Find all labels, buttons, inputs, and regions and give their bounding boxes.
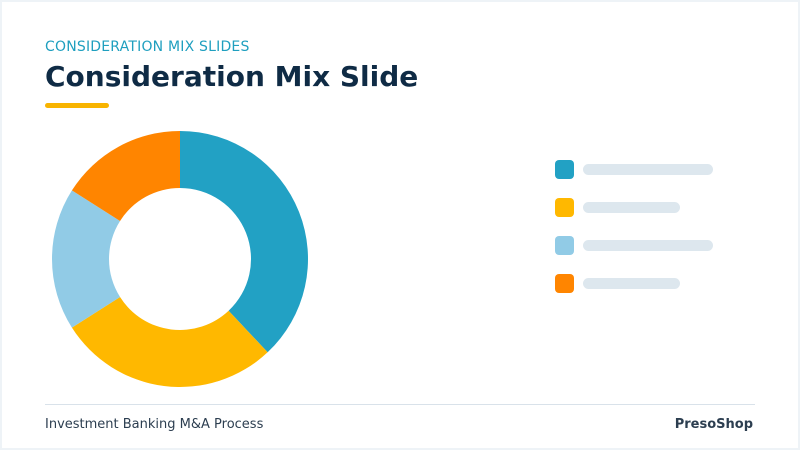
donut-slice-2 <box>71 297 268 387</box>
brand-name: PresoShop <box>674 417 753 432</box>
legend-label-placeholder-4 <box>583 278 680 289</box>
legend-swatch-3 <box>555 236 574 255</box>
slide-kicker: CONSIDERATION MIX SLIDES <box>45 39 250 55</box>
footer-text: Investment Banking M&A Process <box>45 417 264 432</box>
legend-swatch-1 <box>555 160 574 179</box>
title-underline <box>45 103 109 108</box>
donut-slice-3 <box>52 190 121 328</box>
legend-label-placeholder-3 <box>583 240 713 251</box>
donut-slice-4 <box>71 131 180 221</box>
footer-divider <box>45 404 755 405</box>
legend-label-placeholder-2 <box>583 202 680 213</box>
legend-swatch-4 <box>555 274 574 293</box>
legend-label-placeholder-1 <box>583 164 713 175</box>
donut-slice-1 <box>180 131 308 353</box>
legend-swatch-2 <box>555 198 574 217</box>
slide-title: Consideration Mix Slide <box>45 60 419 93</box>
